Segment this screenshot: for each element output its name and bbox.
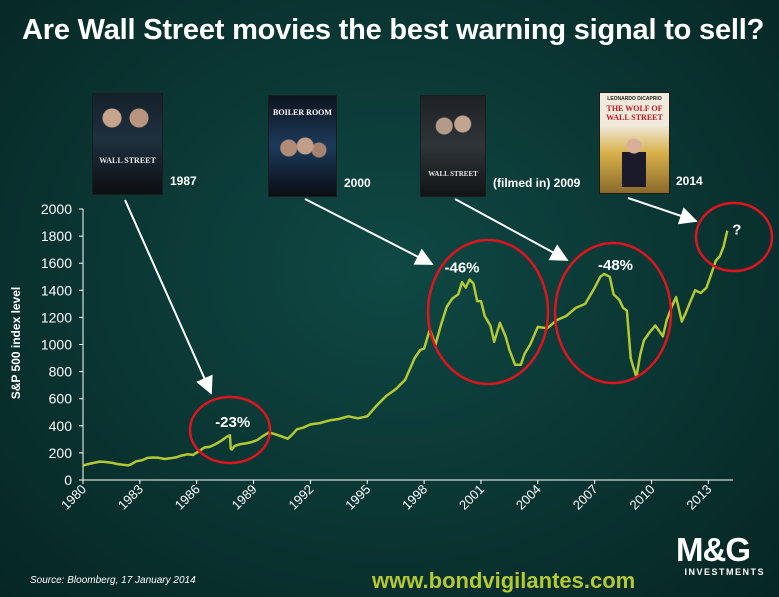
x-tick-label: 1989: [229, 482, 260, 513]
x-tick-label: 1995: [342, 482, 373, 513]
x-tick-label: 1983: [115, 482, 146, 513]
movie-year-label: 2014: [676, 174, 703, 188]
logo-subtitle: INVESTMENTS: [684, 567, 765, 577]
arrow-1987: [124, 199, 213, 395]
crash-2008-circle: [553, 241, 673, 385]
y-tick-label: 1600: [41, 255, 72, 271]
movie-year-label: (filmed in) 2009: [493, 176, 581, 190]
poster-title: WALL STREET: [428, 170, 478, 178]
y-tick-label: 1800: [41, 228, 72, 244]
chart-title: Are Wall Street movies the best warning …: [22, 14, 765, 46]
poster-title: BOILER ROOM: [273, 108, 332, 117]
x-tick-label: 2001: [456, 482, 487, 513]
source-note: Source: Bloomberg, 17 January 2014: [30, 575, 196, 586]
x-tick-label: 2004: [513, 482, 544, 513]
logo-mark: M&G: [676, 531, 751, 568]
x-tick-label: 2007: [570, 482, 601, 513]
poster-credit: LEONARDO DiCAPRIO: [607, 96, 662, 102]
y-tick-label: 200: [49, 445, 73, 461]
boiler-room-poster: BOILER ROOM: [268, 95, 337, 197]
drawdown-annotation: -48%: [598, 257, 633, 274]
wolf-of-wall-street-poster: LEONARDO DiCAPRIO THE WOLF OF WALL STREE…: [599, 92, 670, 194]
drawdown-annotation: -46%: [444, 260, 479, 277]
wall-street-2010-poster: WALL STREET: [420, 95, 486, 197]
y-tick-label: 1400: [41, 282, 72, 298]
x-tick-label: 2013: [683, 482, 714, 513]
y-tick-label: 1000: [41, 337, 72, 353]
poster-title: WALL STREET: [99, 156, 156, 165]
y-tick-label: 1200: [41, 309, 72, 325]
peak-2014-circle: [694, 201, 774, 273]
poster-title: THE WOLF OF WALL STREET: [606, 104, 663, 122]
drawdown-annotation: -23%: [215, 414, 250, 431]
x-tick-label: 2010: [627, 482, 658, 513]
x-tick-label: 1986: [172, 482, 203, 513]
y-axis-label: S&P 500 index level: [9, 287, 23, 400]
mg-logo: M&G INVESTMENTS: [676, 531, 771, 578]
crash-1987-circle: [188, 395, 272, 465]
y-tick-label: 800: [49, 364, 73, 380]
arrow-2014: [627, 197, 698, 225]
arrow-2009: [454, 198, 569, 261]
website-link[interactable]: www.bondvigilantes.com: [372, 568, 636, 593]
movie-year-label: 2000: [344, 176, 371, 190]
drawdown-annotation: ?: [732, 222, 741, 239]
movie-year-label: 1987: [170, 174, 197, 188]
wall-street-1987-poster: WALL STREET: [92, 93, 163, 195]
arrow-2000: [304, 198, 434, 265]
x-tick-label: 1980: [58, 482, 89, 513]
crash-2000-circle: [426, 238, 550, 386]
y-tick-label: 0: [64, 472, 72, 488]
y-tick-label: 600: [49, 391, 73, 407]
x-tick-label: 1992: [285, 482, 316, 513]
y-tick-label: 400: [49, 418, 73, 434]
y-tick-label: 2000: [41, 201, 72, 217]
x-tick-label: 1998: [399, 482, 430, 513]
